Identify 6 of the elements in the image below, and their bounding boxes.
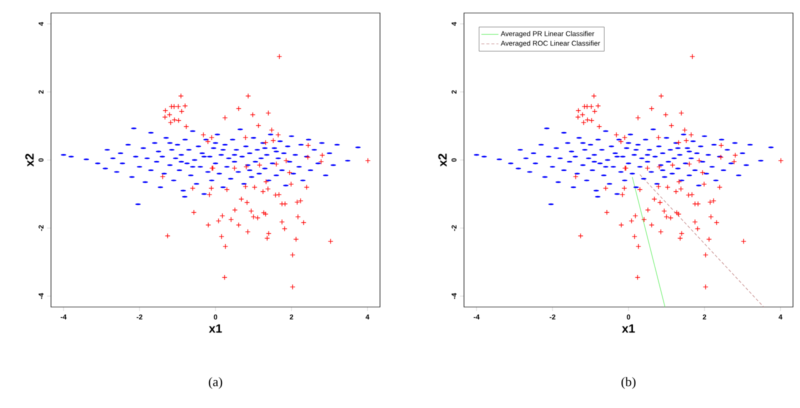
y-axis-title: x2 [438, 154, 447, 167]
text: (a) [208, 377, 222, 389]
x-axis-title: x1 [208, 324, 222, 333]
x-axis-title: x1 [622, 324, 635, 333]
text: (b) [621, 377, 636, 389]
y-axis-title: x2 [25, 154, 34, 167]
